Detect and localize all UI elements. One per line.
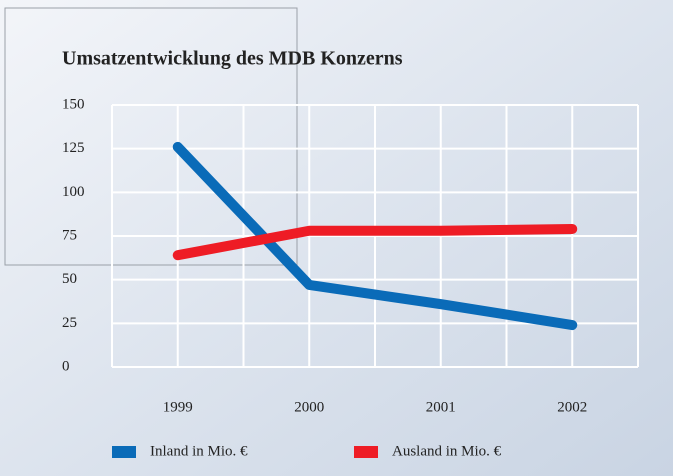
y-tick-label: 150: [62, 96, 85, 112]
legend-swatch: [354, 446, 378, 458]
y-tick-label: 75: [62, 227, 77, 243]
y-tick-label: 100: [62, 184, 85, 200]
plot: [172, 141, 578, 331]
x-tick-label: 2002: [557, 399, 587, 415]
frame: [4, 7, 298, 266]
legend-swatch: [112, 446, 136, 458]
y-tick-label: 25: [62, 315, 77, 331]
x-tick-label: 2001: [426, 399, 456, 415]
legend-label: Ausland in Mio. €: [392, 443, 502, 459]
y-tick-label: 125: [62, 140, 85, 156]
x-tick-label: 2000: [294, 399, 324, 415]
grid: [111, 104, 639, 368]
chart-title: Umsatzentwicklung des MDB Konzerns: [62, 48, 403, 70]
y-tick-label: 50: [62, 271, 77, 287]
x-tick-label: 1999: [163, 399, 193, 415]
legend-label: Inland in Mio. €: [150, 443, 248, 459]
series-line: [172, 141, 578, 331]
series-line: [172, 224, 578, 261]
y-tick-label: 0: [62, 358, 70, 374]
